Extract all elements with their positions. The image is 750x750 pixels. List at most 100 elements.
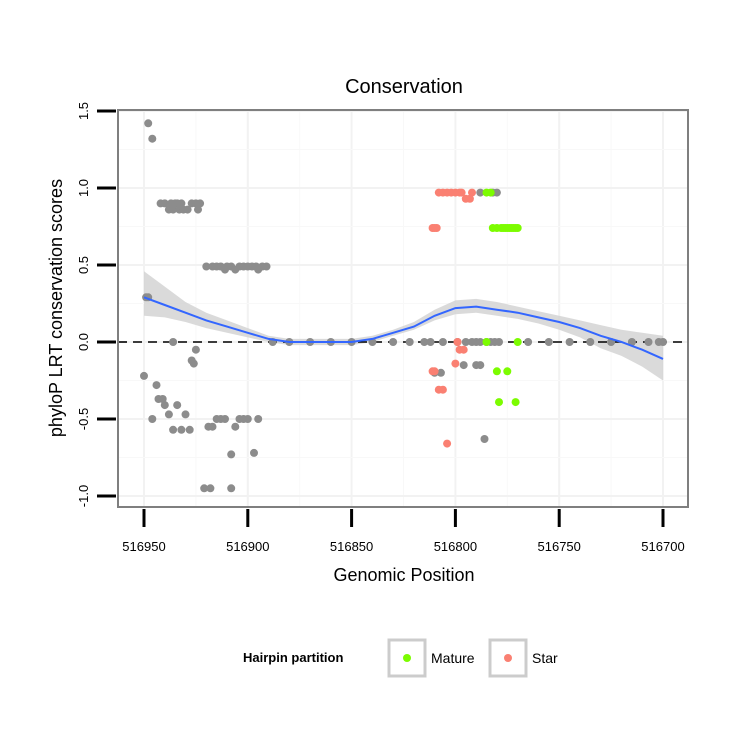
- point-other: [461, 338, 470, 346]
- point-other: [148, 134, 157, 143]
- point-other: [173, 401, 182, 410]
- point-star: [457, 188, 466, 197]
- legend-label-mature: Mature: [431, 650, 475, 666]
- x-tick-label: 516700: [641, 539, 684, 554]
- plot-border: [117, 109, 689, 508]
- point-other: [659, 338, 667, 346]
- point-other: [254, 415, 263, 423]
- point-mature: [503, 367, 512, 376]
- chart-title: Conservation: [345, 76, 463, 98]
- point-other: [227, 484, 236, 493]
- point-other: [586, 338, 595, 346]
- point-mature: [492, 367, 501, 376]
- y-tick-label: 0.5: [76, 256, 91, 274]
- point-other: [169, 425, 178, 434]
- point-other: [196, 199, 205, 208]
- point-other: [389, 338, 398, 346]
- point-other: [158, 395, 167, 403]
- point-other: [206, 484, 215, 493]
- point-other: [164, 410, 173, 419]
- point-other: [148, 415, 157, 423]
- point-star: [453, 338, 462, 346]
- x-tick-label: 516750: [538, 539, 581, 554]
- point-other: [476, 361, 485, 370]
- point-other: [405, 338, 414, 346]
- point-other: [438, 338, 447, 346]
- point-mature: [513, 338, 522, 346]
- point-other: [152, 381, 161, 390]
- point-mature: [513, 224, 522, 232]
- point-other: [468, 338, 476, 346]
- x-axis-title: Genomic Position: [333, 565, 474, 585]
- y-axis: -1.0 -0.5 0.0 0.5 1.0 1.5: [76, 102, 116, 507]
- point-other: [627, 338, 636, 346]
- point-other: [420, 338, 429, 346]
- point-other: [202, 262, 211, 271]
- point-other: [644, 338, 653, 346]
- point-other: [169, 338, 178, 346]
- point-other: [160, 401, 169, 410]
- legend-label-star: Star: [532, 650, 558, 666]
- x-tick-label: 516950: [122, 539, 165, 554]
- point-other: [144, 119, 153, 128]
- point-other: [194, 205, 202, 214]
- point-other: [459, 361, 468, 370]
- point-other: [231, 422, 240, 431]
- point-other: [183, 205, 192, 214]
- point-other: [476, 338, 485, 346]
- y-tick-label: -1.0: [76, 485, 91, 507]
- point-other: [495, 338, 503, 346]
- point-star: [459, 345, 468, 354]
- point-star: [430, 367, 439, 376]
- point-other: [262, 262, 271, 271]
- point-star: [468, 188, 476, 197]
- point-other: [544, 338, 553, 346]
- point-mature: [511, 398, 520, 407]
- point-star: [451, 359, 460, 368]
- point-star: [438, 385, 447, 394]
- point-other: [426, 338, 435, 346]
- point-other: [187, 356, 196, 365]
- confidence-ribbon: [144, 271, 663, 381]
- point-mature: [486, 188, 495, 197]
- legend-marker-star: [504, 654, 512, 662]
- point-other: [250, 448, 258, 457]
- point-other: [208, 422, 217, 431]
- point-other: [524, 338, 533, 346]
- point-other: [480, 435, 489, 443]
- smooth-line: [143, 296, 664, 360]
- smooth-line-group: [143, 296, 664, 360]
- point-other: [243, 415, 252, 423]
- y-tick-label: 1.5: [76, 102, 91, 120]
- point-other: [565, 338, 574, 346]
- point-other: [492, 188, 501, 197]
- point-other: [177, 425, 186, 434]
- grid-lines: [118, 110, 688, 507]
- point-star: [443, 439, 452, 448]
- point-other: [200, 484, 209, 493]
- point-other: [191, 345, 200, 354]
- point-other: [436, 368, 445, 377]
- x-tick-label: 516800: [434, 539, 477, 554]
- point-other: [169, 205, 178, 214]
- y-axis-title: phyloP LRT conservation scores: [46, 179, 66, 437]
- point-other: [227, 450, 236, 459]
- point-mature: [482, 338, 491, 346]
- data-points: [140, 119, 667, 493]
- point-other: [181, 410, 190, 419]
- x-tick-label: 516850: [330, 539, 373, 554]
- point-star: [465, 194, 474, 203]
- point-other: [476, 188, 485, 197]
- y-tick-label: 1.0: [76, 179, 91, 197]
- y-tick-label: 0.0: [76, 333, 91, 351]
- point-other: [221, 415, 229, 423]
- point-mature: [495, 398, 503, 407]
- point-other: [185, 425, 194, 434]
- confidence-ribbon-group: [144, 271, 663, 381]
- legend-title: Hairpin partition: [243, 650, 343, 665]
- legend: Hairpin partition Mature Star: [243, 638, 558, 678]
- legend-marker-mature: [403, 654, 411, 662]
- point-other: [160, 199, 169, 208]
- point-other: [177, 199, 186, 208]
